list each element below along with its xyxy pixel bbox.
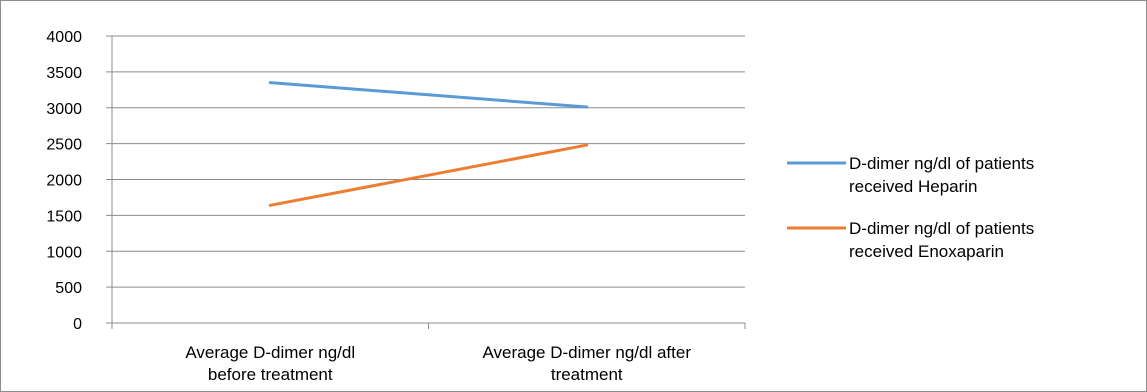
axes xyxy=(106,35,746,329)
y-tick-label: 3500 xyxy=(46,65,82,82)
legend-label-1: D-dimer ng/dl of patients received Enoxap… xyxy=(849,219,1034,261)
series-lines xyxy=(268,81,589,207)
series-line-0 xyxy=(268,81,589,109)
gridlines xyxy=(112,35,745,288)
y-axis-ticks: 0 500 1000 1500 2000 2500 3000 3500 4000 xyxy=(46,29,82,333)
series-line-1 xyxy=(268,143,589,207)
y-tick-label: 3000 xyxy=(46,101,82,118)
legend-label-0: D-dimer ng/dl of patients received Hepari… xyxy=(849,154,1034,196)
y-tick-label: 2000 xyxy=(46,173,82,190)
y-tick-label: 1500 xyxy=(46,208,82,225)
y-tick-label: 500 xyxy=(55,280,82,297)
y-tick-label: 1000 xyxy=(46,244,82,261)
x-category-label: Average D-dimer ng/dl after treatment xyxy=(482,343,691,384)
y-tick-label: 2500 xyxy=(46,137,82,154)
x-category-label: Average D-dimer ng/dl before treatment xyxy=(185,343,355,384)
x-axis-categories: Average D-dimer ng/dl before treatment Ave… xyxy=(185,343,691,384)
legend: D-dimer ng/dl of patients received Hepari… xyxy=(787,154,1034,261)
y-tick-label: 4000 xyxy=(46,29,82,46)
y-tick-label: 0 xyxy=(73,316,82,333)
